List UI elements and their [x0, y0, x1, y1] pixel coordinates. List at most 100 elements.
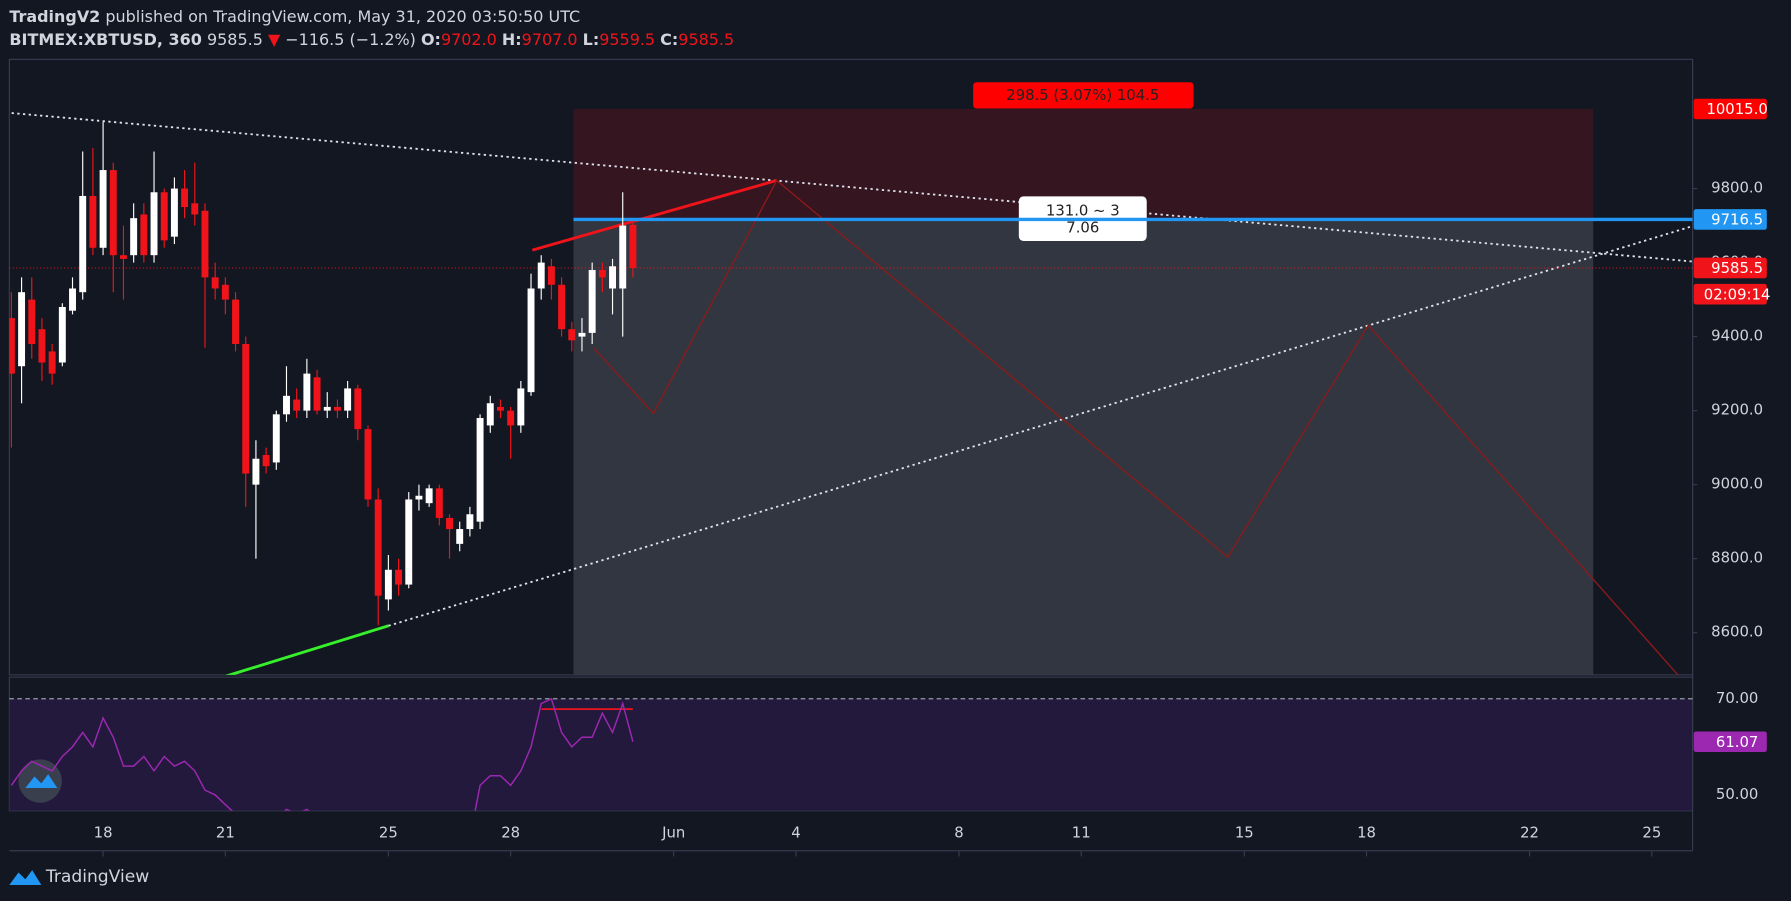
candle-body — [405, 499, 413, 585]
x-tick-label: 18 — [94, 825, 113, 842]
x-tick-label: 8 — [954, 825, 963, 842]
h-value: 9707.0 — [522, 29, 578, 48]
candle-body — [18, 292, 26, 367]
symbol-line: BITMEX:XBTUSD, 360 9585.5 ▼ −116.5 (−1.2… — [9, 29, 734, 48]
profit-zone — [573, 219, 1594, 675]
forecast-path — [593, 179, 1679, 675]
last-price-tag-bg — [1693, 257, 1767, 279]
candle-body — [283, 395, 290, 415]
candle-body — [119, 255, 127, 259]
footer-brand: TradingView — [45, 867, 149, 887]
author: TradingV2 — [9, 7, 100, 26]
candle-body — [364, 429, 372, 500]
x-tick-label: 22 — [1520, 825, 1539, 842]
logo-icon — [25, 774, 58, 788]
candle-body — [79, 195, 87, 293]
candle-body — [578, 332, 586, 337]
x-tick-label: 25 — [1642, 825, 1661, 842]
candle-body — [109, 170, 117, 256]
candle-body — [150, 192, 158, 256]
candle-body — [170, 188, 178, 237]
candle-body — [588, 269, 596, 333]
candle-body — [181, 188, 189, 208]
measure-line: 7.06 — [1066, 219, 1099, 236]
candle-body — [547, 266, 555, 285]
rsi-last-bg — [1693, 731, 1767, 753]
candle-body — [517, 388, 525, 426]
footer-logo — [9, 870, 42, 886]
measure-line: 131.0 ~ 3 — [1046, 202, 1120, 219]
y-tick-label: 9000.0 — [1711, 476, 1763, 493]
candle-body — [242, 344, 250, 474]
x-tick-label: 18 — [1357, 825, 1376, 842]
position-label: 298.5 (3.07%) 104.5 — [1006, 87, 1159, 104]
rsi-line — [10, 697, 634, 811]
candle-body — [303, 373, 311, 411]
candle-body — [130, 218, 138, 256]
candle-body — [262, 455, 270, 467]
candle-body — [598, 269, 606, 278]
candle-body — [99, 170, 107, 248]
candle-body — [344, 388, 352, 411]
candle-body — [201, 210, 209, 278]
entry-tag-bg — [1693, 209, 1767, 230]
candle-body — [537, 262, 545, 289]
candle-body — [609, 266, 617, 289]
candle-body — [466, 514, 474, 530]
support-line — [388, 225, 1693, 627]
position-label-box — [973, 82, 1194, 109]
candle-body — [58, 306, 66, 363]
rsi-divergence-low — [225, 624, 389, 675]
price-divergence-high — [531, 179, 778, 252]
o-value: 9702.0 — [441, 29, 497, 48]
drawings — [11, 112, 1693, 675]
candle-body — [232, 299, 240, 345]
x-tick-label: 28 — [501, 825, 520, 842]
change: −116.5 (−1.2%) — [285, 29, 416, 48]
candle-body — [293, 399, 301, 411]
y-tick-label: 50.00 — [1716, 786, 1758, 803]
candle-body — [619, 225, 627, 289]
candle-body — [415, 495, 423, 500]
candle-body — [9, 318, 15, 374]
x-tick-label: 4 — [791, 825, 800, 842]
countdown-bg — [1693, 283, 1767, 305]
candle-body — [425, 488, 433, 504]
h-label: H: — [502, 29, 522, 48]
header-line: TradingV2 published on TradingView.com, … — [9, 7, 580, 26]
arrow: ▼ — [268, 29, 281, 48]
candle-body — [527, 288, 535, 393]
c-value: 9585.5 — [678, 29, 734, 48]
candle-body — [558, 284, 566, 330]
countdown: 02:09:14 — [1704, 286, 1771, 303]
candle-body — [221, 284, 229, 300]
resistance-line — [11, 112, 1693, 263]
candles — [9, 121, 637, 626]
y-tick-label: 8600.0 — [1711, 624, 1763, 641]
candle-body — [395, 569, 403, 585]
candle-body — [354, 388, 362, 430]
x-tick-label: 15 — [1235, 825, 1254, 842]
candle-body — [160, 192, 168, 241]
candle-body — [28, 299, 36, 345]
rsi-band — [9, 698, 1693, 811]
y-tick-label: 8800.0 — [1711, 550, 1763, 567]
x-tick-label: 21 — [216, 825, 235, 842]
l-label: L: — [583, 29, 600, 48]
y-tick-label: 9400.0 — [1711, 328, 1763, 345]
candle-body — [333, 406, 341, 411]
candle-body — [38, 329, 46, 363]
candle-body — [89, 195, 97, 248]
y-tick-label: 70.00 — [1716, 690, 1758, 707]
candle-body — [496, 406, 504, 411]
symbol: BITMEX:XBTUSD, 360 — [9, 29, 202, 48]
candle-body — [507, 410, 515, 426]
candle-body — [446, 517, 453, 530]
x-tick-label: Jun — [661, 825, 685, 842]
candle-body — [323, 406, 331, 411]
last-price-tag: 9585.5 — [1711, 260, 1763, 277]
entry-tag: 9716.5 — [1711, 212, 1763, 229]
stop-tag: 10015.0 — [1706, 101, 1767, 118]
